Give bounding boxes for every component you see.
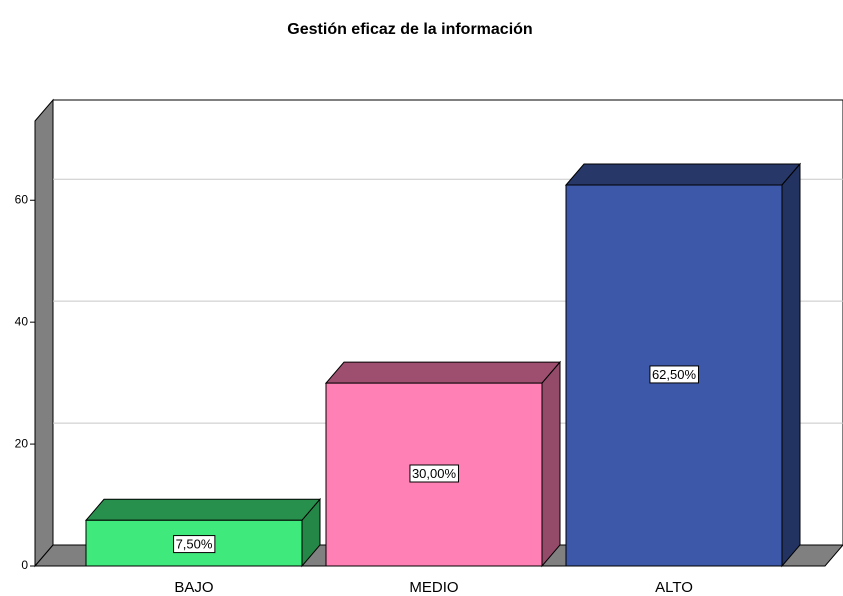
bar-top	[324, 361, 562, 384]
bar-top	[84, 498, 322, 521]
bar-side	[781, 162, 801, 568]
x-tick-label: MEDIO	[409, 579, 458, 596]
bar	[564, 162, 802, 568]
x-tick-label: ALTO	[655, 579, 693, 596]
y-tick-label: 60	[15, 192, 29, 206]
y-tick-label: 20	[15, 436, 29, 450]
bar-top	[564, 163, 802, 186]
y-tick-label: 40	[15, 314, 29, 328]
value-label-box	[173, 535, 216, 554]
value-label: 30,00%	[412, 466, 457, 481]
x-tick-label: BAJO	[174, 579, 213, 596]
bar-side	[541, 360, 561, 568]
bar	[84, 497, 322, 568]
chart-title: Gestión eficaz de la información	[287, 21, 532, 38]
value-label: 7,50%	[176, 537, 213, 552]
y-tick-label: 0	[21, 558, 28, 572]
bar	[324, 360, 562, 568]
value-label-box	[649, 365, 699, 384]
value-label: 62,50%	[652, 367, 697, 382]
left-wall	[34, 98, 54, 568]
value-label-box	[409, 464, 459, 483]
